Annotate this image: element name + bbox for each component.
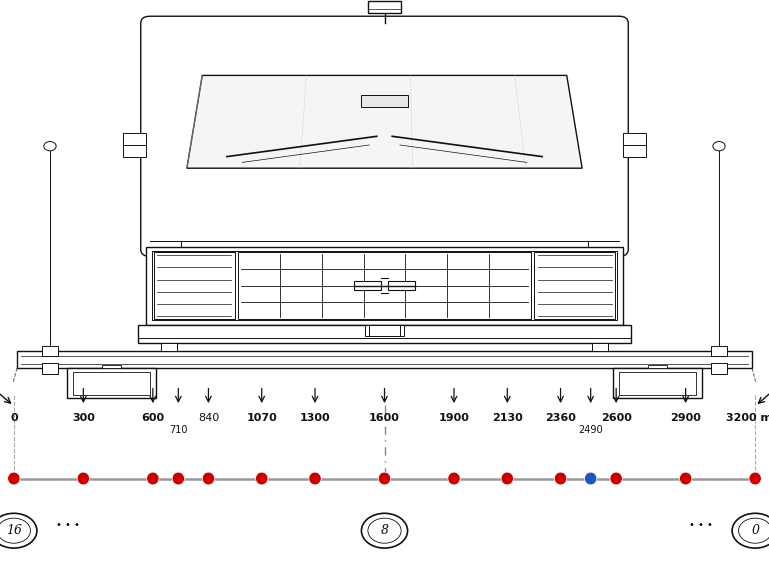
Ellipse shape bbox=[255, 472, 268, 485]
Text: • • •: • • • bbox=[56, 520, 80, 530]
Circle shape bbox=[0, 513, 37, 548]
Text: 1900: 1900 bbox=[438, 413, 469, 423]
Bar bbox=[614, 368, 701, 398]
Ellipse shape bbox=[8, 472, 20, 485]
Text: 2490: 2490 bbox=[578, 425, 603, 434]
Polygon shape bbox=[187, 75, 582, 168]
Text: • • •: • • • bbox=[689, 520, 713, 530]
Circle shape bbox=[44, 142, 56, 151]
Text: 710: 710 bbox=[169, 425, 188, 434]
Text: 1600: 1600 bbox=[369, 413, 400, 423]
Ellipse shape bbox=[501, 472, 514, 485]
Bar bbox=[17, 351, 752, 368]
Ellipse shape bbox=[680, 472, 692, 485]
Text: 8: 8 bbox=[381, 524, 388, 537]
Bar bbox=[42, 346, 58, 356]
Ellipse shape bbox=[147, 472, 159, 485]
Text: 2360: 2360 bbox=[545, 413, 576, 423]
Text: 1300: 1300 bbox=[300, 413, 331, 423]
Bar bbox=[161, 343, 177, 351]
Ellipse shape bbox=[202, 472, 215, 485]
Text: 0: 0 bbox=[751, 524, 759, 537]
Circle shape bbox=[368, 518, 401, 543]
Text: 16: 16 bbox=[6, 524, 22, 537]
Bar bbox=[102, 365, 121, 368]
Bar bbox=[534, 252, 615, 319]
Bar bbox=[592, 343, 608, 351]
Bar bbox=[648, 365, 667, 368]
Text: 300: 300 bbox=[72, 413, 95, 423]
Ellipse shape bbox=[610, 472, 622, 485]
Text: 0: 0 bbox=[10, 413, 18, 423]
Text: 2600: 2600 bbox=[601, 413, 631, 423]
Bar bbox=[361, 95, 408, 107]
Text: 2900: 2900 bbox=[671, 413, 701, 423]
Bar bbox=[138, 325, 631, 343]
Bar bbox=[152, 251, 617, 320]
Ellipse shape bbox=[172, 472, 185, 485]
Circle shape bbox=[0, 518, 31, 543]
Text: 1070: 1070 bbox=[246, 413, 277, 423]
Text: 2130: 2130 bbox=[492, 413, 523, 423]
Circle shape bbox=[361, 513, 408, 548]
Bar bbox=[711, 346, 727, 356]
Bar bbox=[620, 372, 695, 395]
Bar bbox=[238, 252, 531, 319]
Bar bbox=[154, 252, 235, 319]
Circle shape bbox=[713, 142, 725, 151]
Bar bbox=[365, 325, 404, 336]
Ellipse shape bbox=[309, 472, 321, 485]
Polygon shape bbox=[388, 281, 415, 291]
Text: 840: 840 bbox=[198, 413, 219, 423]
FancyBboxPatch shape bbox=[141, 16, 628, 256]
Ellipse shape bbox=[378, 472, 391, 485]
Circle shape bbox=[732, 513, 769, 548]
Bar bbox=[42, 362, 58, 374]
Ellipse shape bbox=[554, 472, 567, 485]
Bar bbox=[368, 1, 401, 13]
Ellipse shape bbox=[749, 472, 761, 485]
Circle shape bbox=[738, 518, 769, 543]
Text: 600: 600 bbox=[141, 413, 165, 423]
Ellipse shape bbox=[77, 472, 89, 485]
Bar bbox=[74, 372, 149, 395]
Polygon shape bbox=[354, 281, 381, 291]
Bar bbox=[711, 362, 727, 374]
Bar bbox=[146, 246, 623, 325]
Text: 3200 mm: 3200 mm bbox=[727, 413, 769, 423]
Bar bbox=[68, 368, 156, 398]
Bar bbox=[123, 133, 146, 157]
Ellipse shape bbox=[584, 472, 597, 485]
Bar bbox=[623, 133, 646, 157]
Ellipse shape bbox=[448, 472, 460, 485]
